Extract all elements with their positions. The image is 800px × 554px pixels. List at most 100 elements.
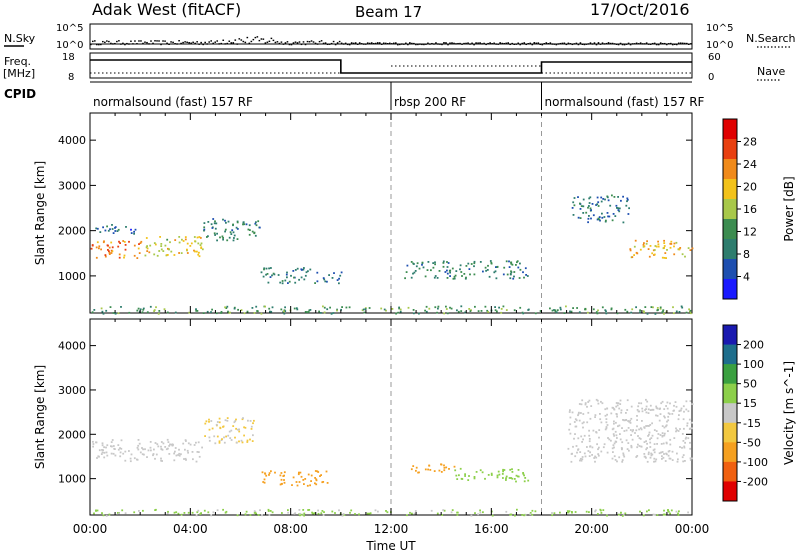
nsky-point: [130, 40, 132, 42]
nsky-point: [407, 43, 409, 46]
scatter-point: [606, 514, 608, 517]
scatter-point: [342, 513, 345, 515]
scatter-point: [153, 448, 155, 451]
nsky-point: [681, 42, 684, 44]
scatter-point: [621, 427, 623, 429]
scatter-point: [556, 309, 559, 312]
nsky-point: [549, 42, 552, 44]
scatter-point: [279, 474, 282, 477]
scatter-point: [149, 305, 152, 308]
scatter-point: [361, 309, 364, 312]
scatter-point: [482, 270, 484, 273]
scatter-point: [166, 438, 169, 441]
scatter-point: [459, 268, 461, 271]
scatter-point: [412, 465, 415, 467]
scatter-point: [341, 306, 343, 308]
scatter-point: [196, 236, 199, 239]
scatter-point: [513, 478, 516, 480]
scatter-point: [421, 261, 424, 264]
scatter-point: [663, 245, 666, 247]
scatter-point: [611, 194, 613, 197]
nsky-point: [264, 42, 267, 44]
scatter-point: [610, 307, 613, 310]
scatter-point: [100, 453, 103, 455]
colorbar-label: Power [dB]: [782, 176, 796, 241]
nsky-tick-top: 10^5: [56, 23, 83, 34]
scatter-point: [314, 282, 316, 284]
scatter-point: [610, 308, 613, 311]
scatter-point: [213, 232, 216, 235]
scatter-point: [648, 255, 651, 258]
colorbar-frame: [722, 324, 738, 502]
y-tick-label: 2000: [58, 225, 86, 238]
scatter-point: [580, 412, 582, 414]
scatter-point: [484, 266, 487, 269]
scatter-point: [222, 238, 224, 241]
scatter-point: [268, 472, 271, 474]
scatter-point: [684, 255, 686, 258]
scatter-point: [331, 277, 334, 279]
scatter-point: [446, 266, 449, 268]
scatter-point: [495, 277, 498, 280]
nsky-point: [250, 40, 253, 43]
scatter-point: [251, 307, 254, 309]
scatter-point: [559, 511, 561, 514]
scatter-point: [665, 441, 668, 444]
scatter-point: [261, 514, 263, 517]
scatter-point: [434, 306, 437, 309]
scatter-point: [142, 307, 145, 310]
scatter-point: [267, 508, 270, 511]
scatter-point: [646, 460, 649, 463]
scatter-point: [675, 427, 677, 430]
scatter-point: [569, 409, 571, 412]
scatter-point: [615, 413, 618, 415]
scatter-point: [579, 459, 581, 462]
cpid-segment-label: normalsound (fast) 157 RF: [545, 95, 705, 109]
nsky-point: [158, 40, 160, 42]
scatter-point: [613, 434, 615, 437]
scatter-point: [156, 443, 159, 446]
scatter-point: [551, 512, 553, 514]
scatter-point: [243, 426, 245, 429]
scatter-point: [251, 440, 254, 442]
scatter-point: [663, 257, 666, 259]
scatter-point: [678, 311, 681, 313]
scatter-point: [193, 444, 196, 446]
scatter-point: [197, 242, 200, 245]
scatter-point: [201, 248, 204, 251]
scatter-point: [262, 275, 265, 278]
scatter-point: [343, 514, 346, 516]
scatter-point: [436, 311, 438, 314]
scatter-point: [653, 443, 656, 445]
scatter-point: [406, 514, 408, 517]
freq-tick-bottom: 8: [68, 72, 74, 83]
scatter-point: [470, 263, 473, 265]
scatter-point: [663, 312, 665, 315]
scatter-point: [255, 512, 257, 515]
scatter-point: [620, 409, 623, 412]
scatter-point: [636, 446, 639, 449]
scatter-point: [571, 207, 574, 209]
nsky-point: [240, 39, 243, 41]
scatter-point: [245, 510, 248, 513]
nsky-point: [274, 41, 277, 44]
scatter-point: [103, 451, 106, 454]
scatter-point: [257, 514, 260, 516]
scatter-point: [519, 262, 521, 265]
scatter-point: [640, 428, 643, 431]
cpid-segments: normalsound (fast) 157 RF rbsp 200 RF norm…: [93, 82, 705, 110]
scatter-point: [283, 310, 285, 313]
scatter-point: [625, 204, 628, 207]
scatter-point: [249, 514, 252, 516]
scatter-point: [364, 307, 367, 309]
nsky-point: [675, 43, 678, 46]
scatter-point: [673, 404, 675, 407]
scatter-point: [621, 441, 624, 444]
scatter-point: [639, 309, 641, 312]
scatter-point: [649, 424, 652, 426]
scatter-point: [677, 248, 680, 251]
scatter-point: [473, 262, 476, 265]
nsky-point: [397, 43, 399, 46]
scatter-point: [690, 312, 692, 315]
scatter-point: [481, 471, 484, 474]
